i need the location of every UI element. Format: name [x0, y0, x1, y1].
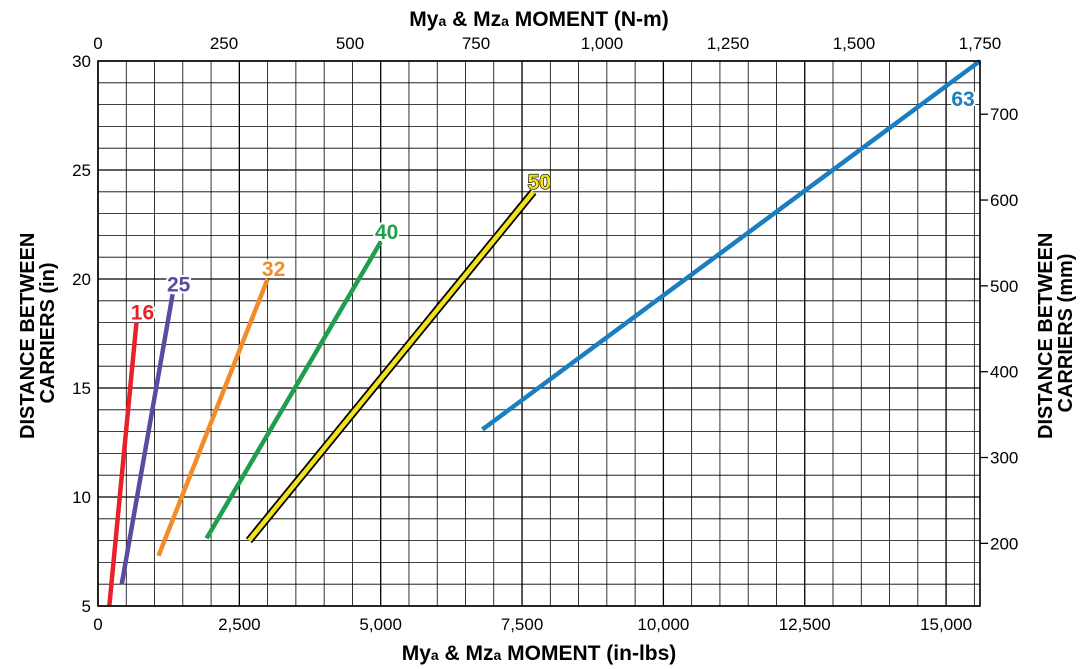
- axis-title-subscript: a: [494, 647, 502, 663]
- left-tick-label: 10: [72, 488, 91, 507]
- top-tick-label: 500: [336, 34, 364, 53]
- bottom-tick-label: 12,500: [779, 615, 831, 634]
- series-label-16: 16: [131, 302, 154, 325]
- series-label-40: 40: [375, 221, 398, 244]
- right-tick-label: 700: [990, 105, 1018, 124]
- axis-title-part: MOMENT (N-m): [509, 8, 669, 31]
- bottom-tick-label: 15,000: [920, 615, 972, 634]
- grid: [97, 60, 980, 607]
- bottom-tick-label: 0: [93, 615, 102, 634]
- tick-labels: 0 2,500 5,000 7,500 10,000 12,500 15,000 0 250 50…: [72, 34, 1018, 634]
- series-line-63: [481, 59, 982, 432]
- top-tick-label: 750: [462, 34, 490, 53]
- axis-title-subscript: a: [431, 647, 439, 663]
- series-label-32: 32: [262, 258, 285, 281]
- series-label-50: 50: [528, 171, 551, 194]
- top-tick-label: 0: [93, 34, 102, 53]
- series-line-25: [119, 293, 175, 585]
- series-layer: [107, 59, 982, 607]
- left-tick-label: 20: [72, 270, 91, 289]
- bottom-tick-label: 7,500: [501, 615, 544, 634]
- series-labels: 16 25 32 40 50 63: [129, 86, 977, 327]
- left-tick-label: 15: [72, 379, 91, 398]
- right-tick-label: 600: [990, 191, 1018, 210]
- right-axis-title-line-1: DISTANCE BETWEEN: [1035, 233, 1057, 439]
- plot-border: [97, 60, 981, 607]
- left-tick-label: 5: [82, 597, 91, 616]
- bottom-tick-label: 2,500: [218, 615, 261, 634]
- axis-title-part: My: [402, 642, 431, 665]
- series-line-16: [107, 322, 139, 607]
- bottom-tick-label: 5,000: [359, 615, 402, 634]
- left-tick-label: 30: [72, 52, 91, 71]
- axis-title-part: & Mz: [446, 8, 501, 31]
- axis-title-part: My: [409, 8, 438, 31]
- right-axis-title-line-2: CARRIERS (mm): [1055, 254, 1077, 413]
- top-tick-label: 1,250: [707, 34, 750, 53]
- top-tick-label: 1,750: [959, 34, 1002, 53]
- axis-title-subscript: a: [501, 13, 509, 29]
- left-axis-title-line-2: CARRIERS (in): [37, 262, 59, 403]
- series-label-63: 63: [951, 88, 974, 111]
- top-axis-title: Mya & Mza MOMENT (N-m): [409, 8, 668, 31]
- top-tick-label: 1,000: [581, 34, 624, 53]
- right-tick-label: 400: [990, 363, 1018, 382]
- series-line-32: [156, 278, 270, 557]
- top-tick-label: 250: [210, 34, 238, 53]
- axis-title-part: MOMENT (in-lbs): [501, 642, 676, 665]
- series-line-50: [247, 190, 536, 543]
- series-label-25: 25: [167, 273, 191, 296]
- bottom-tick-label: 10,000: [637, 615, 689, 634]
- right-axis-title: DISTANCE BETWEEN CARRIERS (mm): [1035, 227, 1077, 439]
- axis-title-part: & Mz: [439, 642, 494, 665]
- right-tick-label: 200: [990, 534, 1018, 553]
- left-tick-label: 25: [72, 161, 91, 180]
- left-axis-title-line-1: DISTANCE BETWEEN: [17, 233, 39, 439]
- axis-title-subscript: a: [438, 13, 446, 29]
- plot-frame: [97, 60, 981, 607]
- series-line-40: [204, 240, 383, 540]
- top-tick-label: 1,500: [833, 34, 876, 53]
- left-axis-title: DISTANCE BETWEEN CARRIERS (in): [17, 227, 59, 439]
- right-tick-label: 300: [990, 449, 1018, 468]
- right-tick-label: 500: [990, 277, 1018, 296]
- bottom-axis-title: Mya & Mza MOMENT (in-lbs): [402, 642, 677, 665]
